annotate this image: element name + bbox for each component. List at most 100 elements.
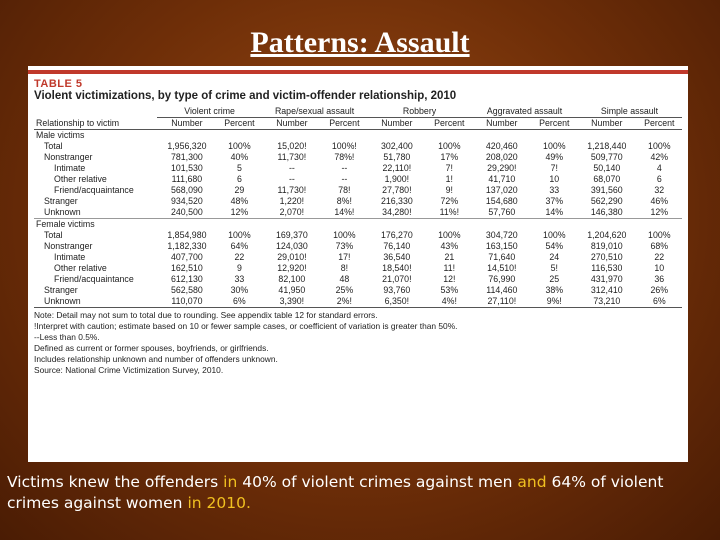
table-cell: 24	[549, 252, 560, 262]
table-cell: --	[288, 163, 295, 173]
table-cell: 50,140	[593, 163, 621, 173]
table-cell: 100%	[333, 230, 356, 240]
table-cell: 26%	[650, 285, 669, 295]
table-note: Includes relationship unknown and number…	[34, 354, 278, 365]
header-spacer	[34, 106, 157, 118]
table-cell: 17!	[338, 252, 351, 262]
table-note: Note: Detail may not sum to total due to…	[34, 310, 378, 320]
table-cell: 1!	[445, 174, 453, 184]
table-cell: 12%	[650, 207, 669, 217]
table-cell: 12%	[230, 207, 249, 217]
table-cell: 8%!	[336, 196, 352, 206]
table-cell: 72%	[440, 196, 459, 206]
table-cell: --	[341, 163, 348, 173]
table-cell: 6	[656, 174, 662, 184]
sub-header-percent: Percent	[216, 117, 263, 130]
row-label: Unknown	[44, 207, 81, 217]
table-row: Intimate 407,700 22 29,010! 17! 36,540 21 71,64…	[34, 252, 682, 263]
table-cell: 100%	[438, 230, 461, 240]
table-cell: 154,680	[485, 196, 518, 206]
table-cell: 431,970	[590, 274, 623, 284]
table-cell: 240,500	[171, 207, 203, 217]
row-label: Total	[44, 230, 63, 240]
table-cell: 51,780	[383, 152, 411, 162]
row-label: Stranger	[44, 196, 78, 206]
table-cell: 25%	[335, 285, 354, 295]
table-cell: 73%	[335, 241, 354, 251]
table-row: Other relative 162,510 9 12,920! 8! 18,540! 11…	[34, 263, 682, 274]
table-cell: 29	[234, 185, 245, 195]
caption-text: 64% of violent crimes against women	[7, 473, 664, 512]
sub-header-number: Number	[157, 117, 217, 130]
table-cell: 562,580	[171, 285, 203, 295]
table-row: Friend/acquaintance 568,090 29 11,730! 78! 27…	[34, 185, 682, 196]
table-accent-bar	[28, 70, 688, 74]
caption-highlight: and	[517, 473, 547, 491]
table-cell: 7!	[445, 163, 453, 173]
table-cell: 53%	[440, 285, 459, 295]
table-cell: 163,150	[485, 241, 518, 251]
table-cell: 3,390!	[262, 296, 322, 308]
table-cell: 38%	[545, 285, 564, 295]
caption-text: 40% of violent crimes against men	[242, 473, 518, 491]
table-cell: 68%	[650, 241, 669, 251]
table-cell: 270,510	[590, 252, 623, 262]
table-cell: 1,956,320	[167, 141, 207, 151]
table-cell: 9%!	[531, 296, 577, 308]
table-cell: 9	[236, 263, 242, 273]
table-cell: 100%	[543, 230, 566, 240]
table-cell: 8!	[340, 263, 349, 273]
table-cell: 1,218,440	[587, 141, 627, 151]
table-figure: TABLE 5 Violent victimizations, by type …	[28, 66, 688, 462]
group-header: Aggravated assault	[472, 106, 577, 118]
row-label: Stranger	[44, 285, 78, 295]
table-cell: 42%	[650, 152, 669, 162]
section-row: Male victims	[34, 130, 682, 142]
caption-highlight: in	[218, 473, 243, 491]
table-cell: 176,270	[380, 230, 413, 240]
row-label: Other relative	[54, 174, 107, 184]
table-cell: 18,540!	[382, 263, 412, 273]
table-note: !Interpret with caution; estimate based …	[34, 321, 458, 332]
table-cell: 15,020!	[277, 141, 307, 151]
sub-header-percent: Percent	[531, 117, 577, 130]
table-note: --Less than 0.5%.	[34, 332, 100, 343]
table-cell: 391,560	[590, 185, 623, 195]
table-cell: 78%!	[334, 152, 355, 162]
row-header: Relationship to victim	[34, 117, 158, 130]
table-cell: 781,300	[171, 152, 203, 162]
table-cell: 11!	[443, 263, 456, 273]
table-cell: 11%!	[439, 207, 460, 217]
row-label: Friend/acquaintance	[54, 274, 134, 284]
table-cell: 22	[234, 252, 245, 262]
table-cell: 5	[236, 163, 242, 173]
slide-title: Patterns: Assault	[250, 26, 470, 59]
table-cell: 57,760	[488, 207, 516, 217]
row-label: Intimate	[54, 252, 86, 262]
slide-caption: Victims knew the offenders in 40% of vio…	[7, 472, 713, 514]
table-body: Male victims Total 1,956,320 100% 15,020! 100…	[34, 130, 682, 308]
table-cell: 14%!	[334, 207, 355, 217]
row-label: Unknown	[34, 296, 158, 308]
table-cell: 64%	[230, 241, 249, 251]
table-cell: 6	[236, 174, 242, 184]
table-cell: 162,510	[171, 263, 203, 273]
table-cell: 100%	[438, 141, 461, 151]
table-cell: 6%	[636, 296, 682, 308]
table-cell: 1,900!	[384, 174, 410, 184]
table-cell: 21,070!	[382, 274, 412, 284]
sub-header-number: Number	[576, 117, 637, 130]
table-cell: 41,950	[278, 285, 306, 295]
table-cell: 9!	[445, 185, 453, 195]
table-cell: 21	[444, 252, 455, 262]
table-cell: 27,110!	[472, 296, 532, 308]
table-cell: 12,920!	[277, 263, 307, 273]
group-header: Simple assault	[576, 106, 682, 118]
table-cell: 93,760	[383, 285, 411, 295]
row-label: Male victims	[36, 130, 85, 140]
table-cell: 819,010	[590, 241, 623, 251]
row-label: Total	[44, 141, 63, 151]
table-cell: --	[341, 174, 348, 184]
group-header-row: Violent crime Rape/sexual assault Robbery A…	[34, 106, 682, 118]
table-row: Unknown 110,070 6% 3,390! 2%! 6,350! 4%! 27,110…	[34, 296, 682, 308]
